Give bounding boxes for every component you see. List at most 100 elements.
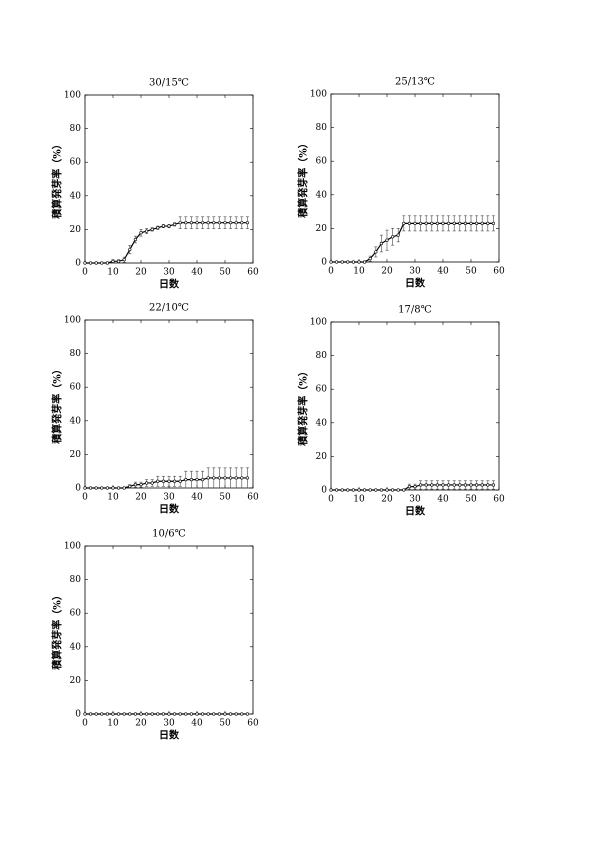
data-point	[346, 260, 350, 264]
data-point	[480, 483, 484, 487]
data-point	[139, 712, 143, 716]
y-tick-label: 80	[70, 575, 82, 585]
data-point	[167, 224, 171, 228]
data-point	[363, 488, 367, 492]
data-point	[105, 712, 109, 716]
x-tick-label: 60	[247, 268, 259, 278]
data-point	[139, 483, 143, 487]
x-tick-label: 10	[107, 268, 119, 278]
data-point	[475, 483, 479, 487]
data-point	[229, 476, 233, 480]
y-tick-label: 0	[75, 710, 81, 720]
data-point	[223, 712, 227, 716]
data-point	[419, 221, 423, 225]
x-tick-label: 10	[353, 495, 365, 505]
data-point	[458, 483, 462, 487]
data-point	[105, 486, 109, 490]
data-point	[435, 221, 440, 225]
x-tick-label: 0	[82, 719, 88, 729]
data-point	[368, 257, 372, 261]
data-point	[424, 483, 428, 487]
x-tick-label: 30	[409, 267, 421, 277]
chart: 10/6℃ 日数 積算発芽率（%） 0 20 40 60 80 100 0 10 20 30 40 50 60	[51, 529, 259, 742]
y-tick-label: 80	[316, 351, 328, 361]
chart: 22/10℃ 日数 積算発芽率（%） 0 20 40 60 80 100 0 10 20 30 40 50 6…	[51, 303, 259, 516]
data-point	[447, 221, 451, 225]
y-tick-label: 0	[321, 486, 327, 496]
y-tick-label: 0	[321, 258, 327, 268]
x-tick-label: 60	[247, 493, 259, 503]
y-tick-label: 60	[316, 385, 328, 395]
data-point	[245, 712, 249, 716]
y-tick-label: 20	[70, 450, 82, 460]
chart: 25/13℃ 日数 積算発芽率（%） 0 20 40 60 80 100 0 10 20 30 40 50 6…	[297, 77, 505, 290]
data-point	[116, 712, 121, 716]
x-tick-label: 40	[437, 267, 449, 277]
data-point	[234, 712, 238, 716]
data-point	[441, 483, 445, 487]
data-point	[195, 712, 199, 716]
y-tick-label: 40	[70, 642, 82, 652]
data-point	[452, 483, 456, 487]
data-point	[133, 712, 137, 716]
y-tick-label: 80	[316, 123, 328, 133]
data-point	[100, 486, 104, 490]
data-point	[374, 250, 378, 254]
x-tick-label: 0	[82, 268, 88, 278]
data-point	[212, 476, 216, 480]
data-point	[128, 712, 132, 716]
data-point	[201, 221, 205, 225]
x-tick-label: 40	[437, 495, 449, 505]
data-point	[340, 260, 344, 264]
data-point	[385, 488, 389, 492]
data-point	[391, 488, 395, 492]
data-point	[133, 483, 137, 487]
data-point	[116, 486, 121, 490]
chart: 30/15℃ 日数 積算発芽率（%） 0 20 40 60 80 100 0 10 20 30 40 50 6…	[51, 78, 259, 291]
x-tick-label: 0	[82, 493, 88, 503]
data-point	[156, 712, 160, 716]
x-tick-label: 0	[328, 495, 334, 505]
data-point	[178, 712, 182, 716]
data-point	[94, 261, 98, 265]
chart-title: 10/6℃	[152, 529, 186, 540]
data-point	[407, 221, 412, 225]
x-tick-label: 50	[465, 267, 477, 277]
data-point	[195, 221, 199, 225]
y-tick-label: 100	[64, 542, 81, 552]
data-point	[486, 483, 490, 487]
data-point	[340, 488, 344, 492]
data-point	[145, 712, 149, 716]
data-point	[116, 259, 121, 263]
data-point	[441, 221, 445, 225]
data-point	[173, 479, 177, 483]
y-tick-label: 20	[316, 452, 328, 462]
data-point	[83, 486, 87, 490]
y-tick-label: 100	[310, 318, 327, 328]
data-point	[94, 712, 98, 716]
data-point	[469, 221, 473, 225]
y-tick-label: 20	[316, 224, 328, 234]
data-point	[217, 712, 221, 716]
y-axis-label: 積算発芽率（%）	[51, 590, 64, 671]
y-tick-label: 40	[70, 191, 82, 201]
data-point	[357, 260, 361, 264]
y-tick-label: 80	[70, 124, 82, 134]
data-point	[189, 221, 193, 225]
x-tick-label: 60	[493, 495, 505, 505]
data-point	[128, 247, 132, 252]
data-point	[475, 221, 479, 225]
data-point	[128, 484, 132, 488]
data-point	[184, 712, 188, 716]
data-point	[122, 712, 126, 716]
data-point	[206, 221, 210, 225]
data-point	[491, 483, 496, 487]
data-line	[85, 477, 248, 489]
y-axis-label: 積算発芽率（%）	[297, 366, 310, 447]
data-point	[217, 221, 221, 225]
data-point	[161, 479, 165, 483]
data-point	[88, 486, 93, 490]
data-point	[385, 238, 389, 242]
data-point	[189, 478, 193, 482]
x-tick-label: 20	[135, 493, 147, 503]
